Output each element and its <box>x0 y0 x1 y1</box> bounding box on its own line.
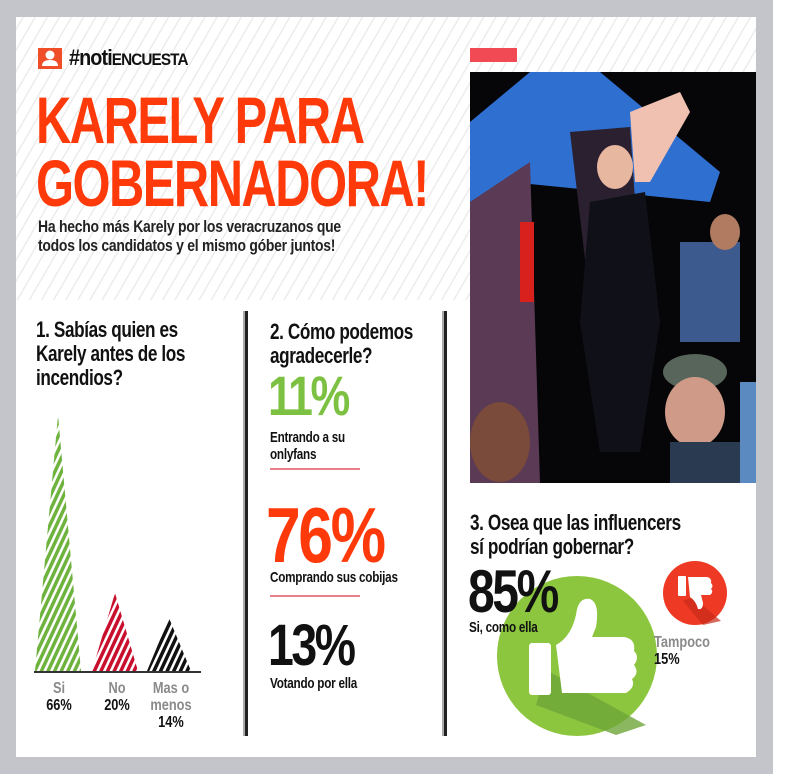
option-label: Si <box>52 680 66 697</box>
option-label: No <box>108 680 126 697</box>
q2-heading: 2. Cómo podemos agradecerle? <box>270 320 413 368</box>
q3-heading-line: 3. Osea que las influencers <box>470 510 681 535</box>
subtitle: Ha hecho más Karely por los veracruzanos… <box>38 217 341 255</box>
q3-heading: 3. Osea que las influencers sí podrían g… <box>470 511 681 559</box>
q3-no-label: Tampoco <box>654 634 710 651</box>
q1-heading-line: 1. Sabías quien es <box>36 317 178 342</box>
thumbs-up-icon <box>496 575 658 742</box>
q3-yes-label: Si, como ella <box>469 619 538 636</box>
q1-triangle-chart <box>34 413 204 678</box>
subtitle-line-1: Ha hecho más Karely por los veracruzanos… <box>38 217 341 236</box>
option-pct: 14% <box>158 714 184 731</box>
q2-pct-onlyfans: 11% <box>268 364 350 427</box>
hashtag-suffix: ENCUESTA <box>111 50 189 69</box>
accent-bar <box>470 48 517 62</box>
q2-pct-votando: 13% <box>268 613 356 678</box>
q1-label-mas-o-menos: Mas o menos 14% <box>144 680 198 731</box>
q2-pct-cobijas: 76% <box>266 491 386 579</box>
option-pct: 20% <box>104 697 130 714</box>
q1-label-no: No 20% <box>92 680 142 714</box>
user-icon <box>38 48 62 69</box>
bar-no <box>92 593 138 671</box>
separator <box>270 468 360 470</box>
q2-label-cobijas: Comprando sus cobijas <box>270 569 398 586</box>
q1-heading: 1. Sabías quien es Karely antes de los i… <box>36 318 185 390</box>
chart-baseline <box>34 671 201 673</box>
title-line-1: KARELY PARA <box>36 83 365 157</box>
q1-heading-line: Karely antes de los <box>36 341 186 366</box>
option-label: Mas o <box>152 680 190 697</box>
q2-label-votando: Votando por ella <box>270 675 358 692</box>
q2-heading-line: agradecerle? <box>270 343 373 368</box>
option-label: menos <box>150 697 192 714</box>
bar-si <box>35 415 81 671</box>
hashtag-prefix: #noti <box>69 45 113 70</box>
subtitle-line-2: todos los candidatos y el mismo góber ju… <box>38 236 336 255</box>
q1-label-si: Si 66% <box>34 680 84 714</box>
hashtag: #notiENCUESTA <box>69 45 189 71</box>
option-pct: 66% <box>46 697 72 714</box>
answer-label: Entrando a su <box>270 429 345 446</box>
thumbs-down-icon <box>663 561 727 630</box>
bar-mas-o-menos <box>147 618 191 671</box>
q3-heading-line: sí podrían gobernar? <box>470 534 634 559</box>
q3-yes-pct: 85% <box>468 558 559 625</box>
infographic-card: #notiENCUESTA KARELY PARA GOBERNADORA! H… <box>16 17 756 757</box>
q2-heading-line: 2. Cómo podemos <box>270 319 413 344</box>
column-divider-right <box>444 311 447 736</box>
q3-no-pct: 15% <box>654 651 680 668</box>
photo <box>470 72 756 483</box>
q2-label-onlyfans: Entrando a su onlyfans <box>270 429 345 463</box>
title-line-2: GOBERNADORA! <box>36 146 429 220</box>
separator <box>270 595 360 597</box>
q1-heading-line: incendios? <box>36 365 123 390</box>
column-divider-left <box>245 311 248 736</box>
answer-label: onlyfans <box>270 446 317 463</box>
